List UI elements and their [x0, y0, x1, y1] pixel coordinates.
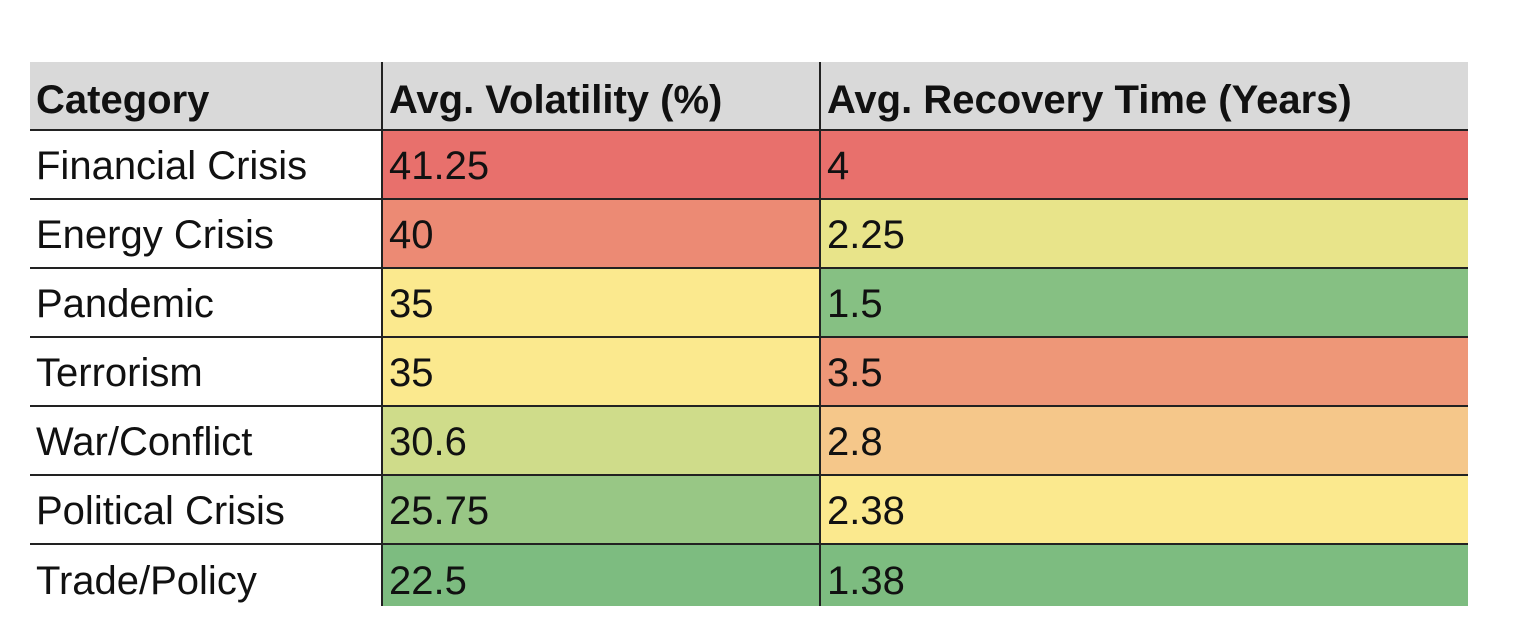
cell-recovery: 1.5: [819, 267, 1468, 337]
cell-category: Energy Crisis: [30, 198, 382, 268]
cell-category: Terrorism: [30, 336, 382, 406]
cell-volatility: 22.5: [381, 543, 820, 606]
cell-volatility: 25.75: [381, 474, 820, 544]
cell-volatility: 30.6: [381, 405, 820, 475]
table-row: Pandemic 35 1.5: [30, 267, 1468, 337]
header-volatility: Avg. Volatility (%): [381, 62, 820, 130]
crisis-table: Category Avg. Volatility (%) Avg. Recove…: [30, 62, 1468, 606]
cell-volatility: 35: [381, 267, 820, 337]
cell-volatility: 41.25: [381, 129, 820, 199]
table-row: Terrorism 35 3.5: [30, 336, 1468, 406]
cell-category: Political Crisis: [30, 474, 382, 544]
cell-recovery: 2.25: [819, 198, 1468, 268]
cell-recovery: 1.38: [819, 543, 1468, 606]
table-row: Energy Crisis 40 2.25: [30, 198, 1468, 268]
header-category: Category: [30, 62, 382, 130]
cell-recovery: 3.5: [819, 336, 1468, 406]
cell-recovery: 2.8: [819, 405, 1468, 475]
table-row: War/Conflict 30.6 2.8: [30, 405, 1468, 475]
table-row: Political Crisis 25.75 2.38: [30, 474, 1468, 544]
table-row: Financial Crisis 41.25 4: [30, 129, 1468, 199]
table-row: Trade/Policy 22.5 1.38: [30, 543, 1468, 606]
header-recovery: Avg. Recovery Time (Years): [819, 62, 1468, 130]
cell-category: Trade/Policy: [30, 543, 382, 606]
cell-category: War/Conflict: [30, 405, 382, 475]
data-table-container: Category Avg. Volatility (%) Avg. Recove…: [30, 62, 1468, 606]
header-row: Category Avg. Volatility (%) Avg. Recove…: [30, 62, 1468, 130]
cell-recovery: 4: [819, 129, 1468, 199]
table-body: Financial Crisis 41.25 4 Energy Crisis 40 2.2…: [30, 129, 1468, 606]
cell-volatility: 35: [381, 336, 820, 406]
cell-category: Financial Crisis: [30, 129, 382, 199]
cell-volatility: 40: [381, 198, 820, 268]
cell-recovery: 2.38: [819, 474, 1468, 544]
cell-category: Pandemic: [30, 267, 382, 337]
